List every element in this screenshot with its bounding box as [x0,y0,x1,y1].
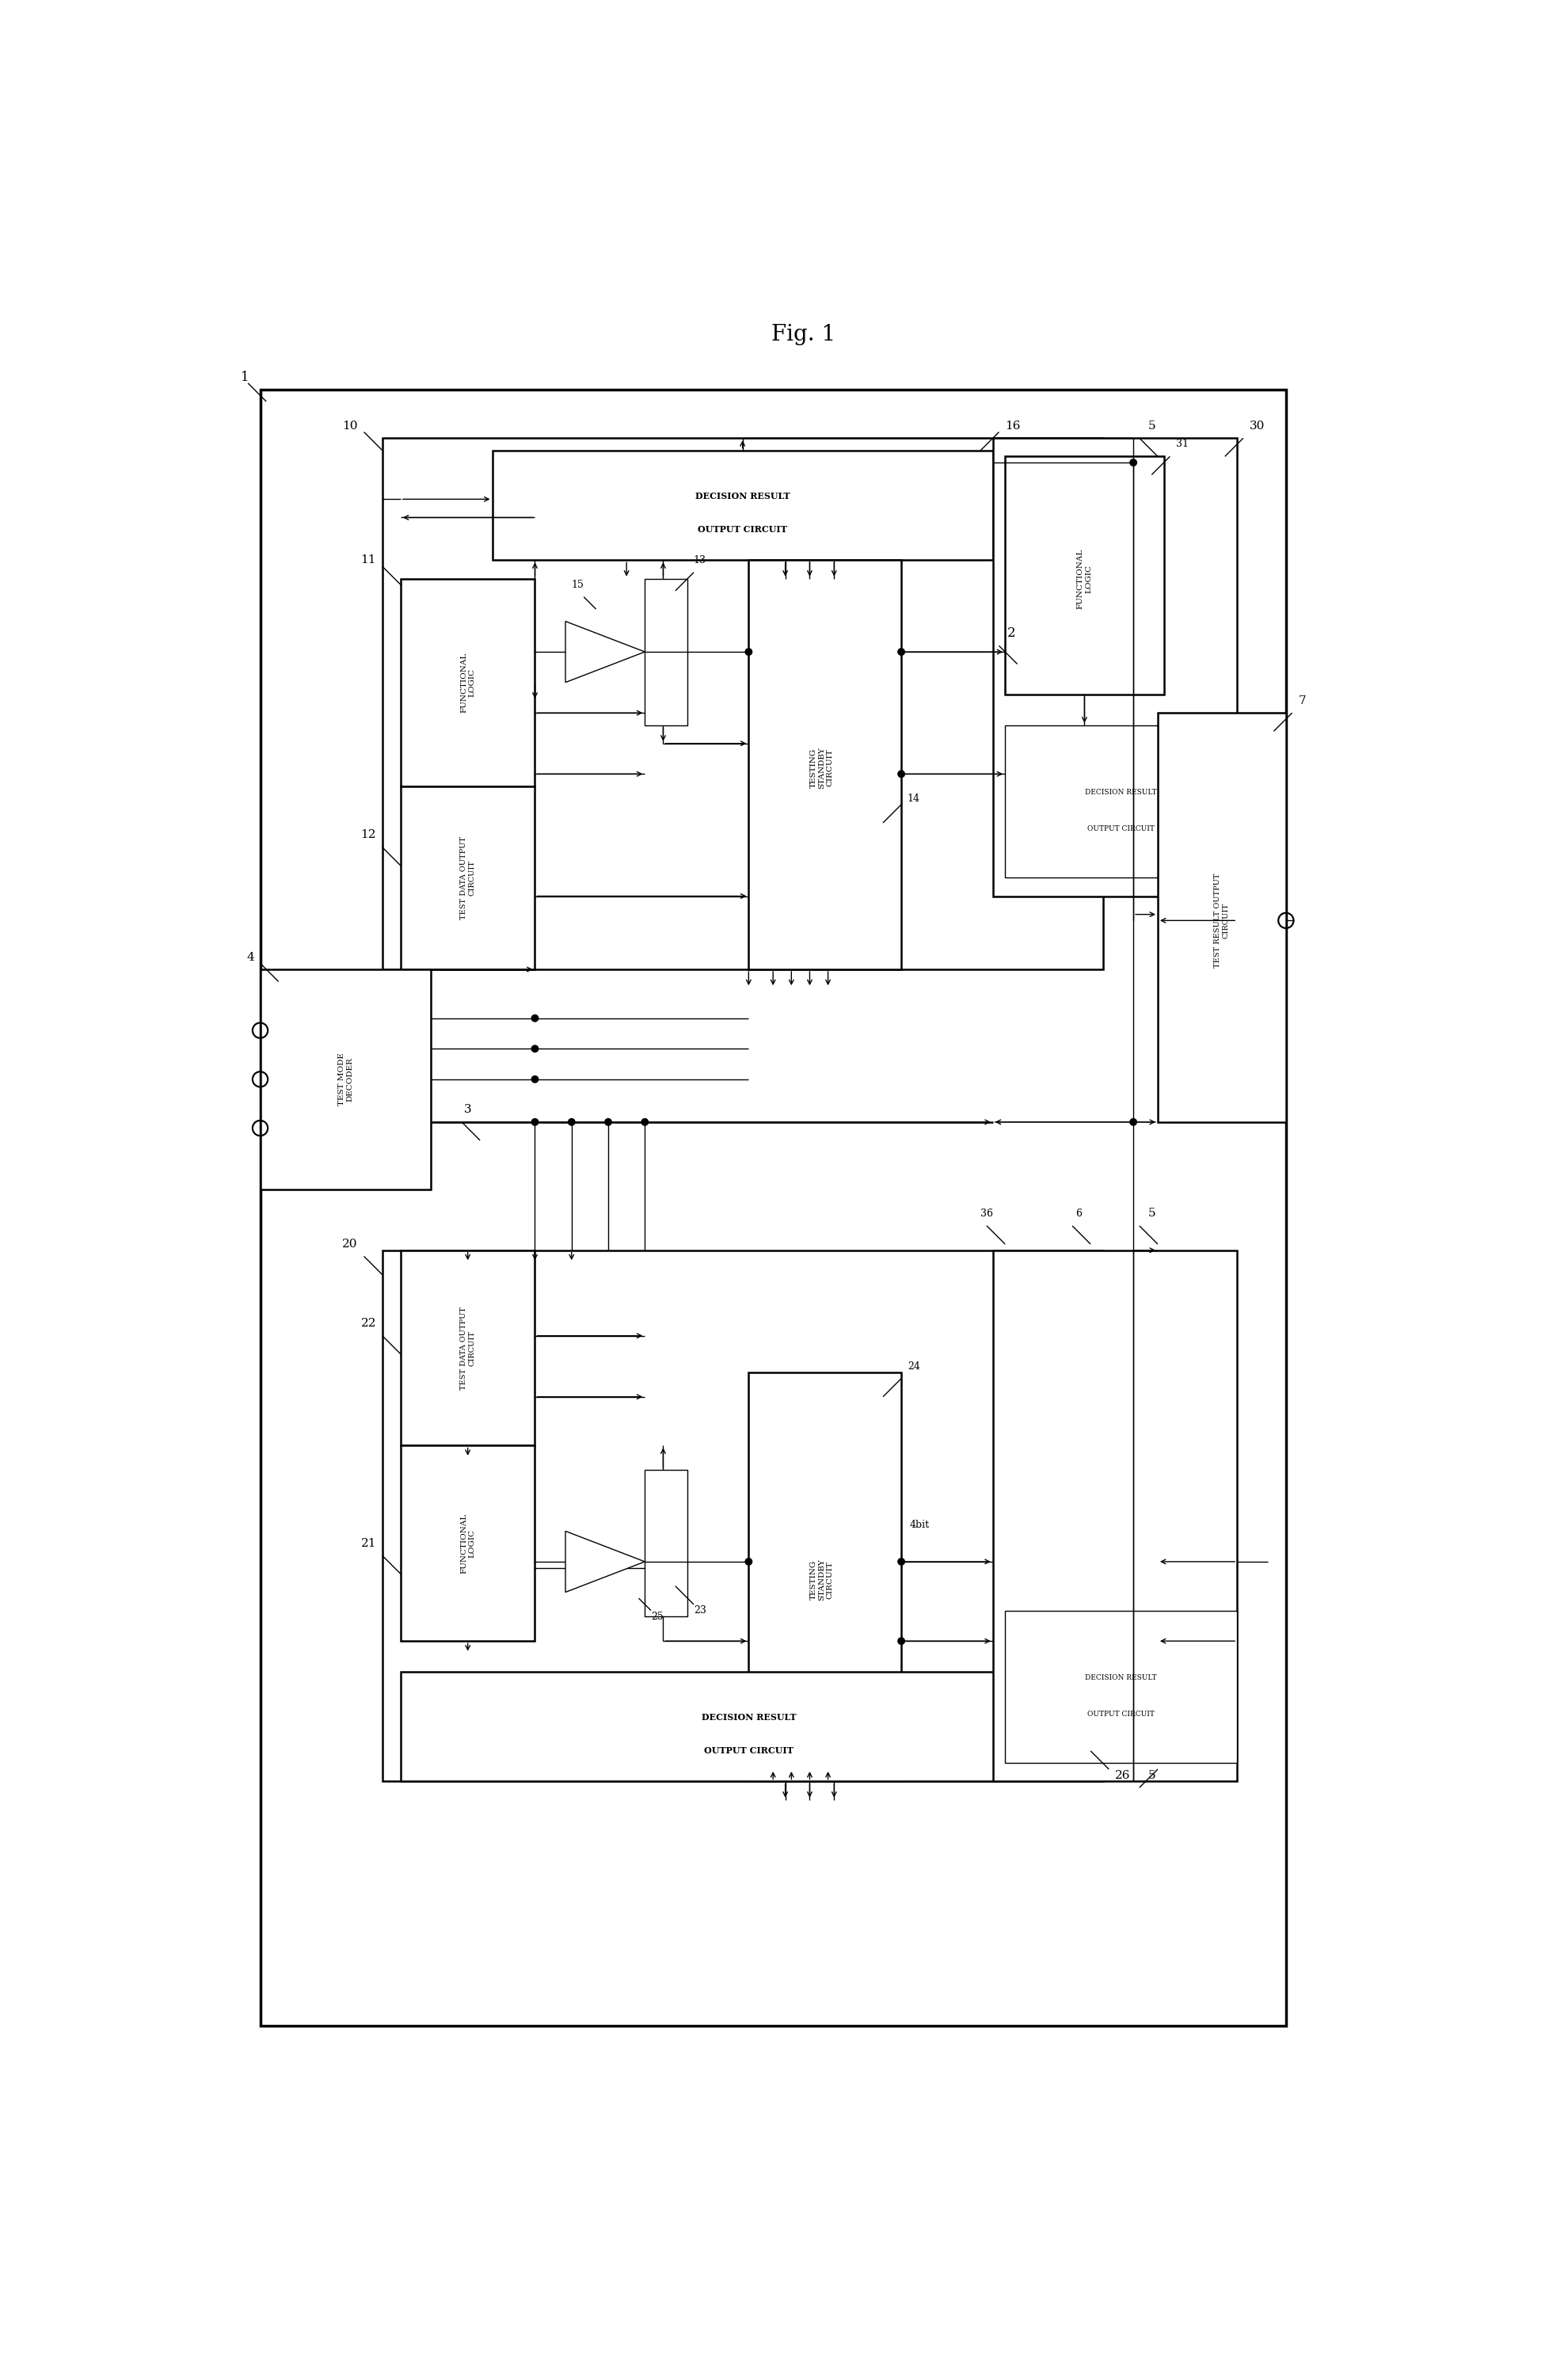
Circle shape [605,1118,612,1125]
Text: OUTPUT CIRCUIT: OUTPUT CIRCUIT [1088,1711,1154,1718]
Circle shape [532,1044,538,1052]
Circle shape [745,649,753,654]
Text: 24: 24 [908,1361,920,1370]
Text: 1: 1 [241,371,249,383]
Text: DECISION RESULT: DECISION RESULT [701,1713,797,1722]
Text: 5: 5 [1148,1770,1156,1782]
Bar [383,1251,1102,1782]
Bar [1005,457,1163,695]
Text: 4bit: 4bit [909,1520,930,1530]
Circle shape [898,1637,905,1644]
Circle shape [898,1558,905,1565]
Text: 25: 25 [651,1611,663,1622]
Text: FUNCTIONAL
LOGIC: FUNCTIONAL LOGIC [459,652,475,714]
Text: 21: 21 [361,1537,376,1549]
Text: 16: 16 [1005,421,1021,431]
Text: TESTING
STANDBY
CIRCUIT: TESTING STANDBY CIRCUIT [811,747,834,790]
Bar [260,390,1286,2027]
Text: 31: 31 [1176,440,1189,450]
Text: 2: 2 [1007,626,1016,640]
Text: OUTPUT CIRCUIT: OUTPUT CIRCUIT [698,526,787,533]
Text: FUNCTIONAL
LOGIC: FUNCTIONAL LOGIC [1077,550,1093,609]
Text: 36: 36 [980,1209,993,1218]
Text: DECISION RESULT: DECISION RESULT [1085,1675,1157,1682]
Bar [993,438,1237,897]
Text: 26: 26 [1115,1770,1131,1782]
Text: 15: 15 [571,580,583,590]
Text: 5: 5 [1148,1209,1156,1218]
Bar [748,559,902,968]
Text: 3: 3 [464,1104,472,1116]
Bar [1005,726,1237,878]
Bar [644,578,688,726]
Bar [400,1446,535,1642]
Bar [400,785,535,968]
Bar [492,450,993,559]
Text: 30: 30 [1250,421,1265,431]
Text: 23: 23 [693,1606,706,1615]
Bar [1005,1611,1237,1763]
Circle shape [532,1075,538,1082]
Polygon shape [566,1532,644,1592]
Bar [260,968,431,1190]
Text: TEST RESULT OUTPUT
CIRCUIT: TEST RESULT OUTPUT CIRCUIT [1214,873,1229,968]
Text: TEST DATA OUTPUT
CIRCUIT: TEST DATA OUTPUT CIRCUIT [459,835,475,918]
Text: 5: 5 [1148,421,1156,431]
Text: DECISION RESULT: DECISION RESULT [1085,790,1157,797]
Bar [748,1373,902,1782]
Polygon shape [566,621,644,683]
Text: 6: 6 [1076,1209,1082,1218]
Circle shape [898,649,905,654]
Bar [400,1251,535,1446]
Circle shape [532,1118,538,1125]
Text: OUTPUT CIRCUIT: OUTPUT CIRCUIT [704,1746,793,1756]
Text: 14: 14 [908,792,920,804]
Circle shape [641,1118,648,1125]
Text: TEST DATA OUTPUT
CIRCUIT: TEST DATA OUTPUT CIRCUIT [459,1306,475,1389]
Text: OUTPUT CIRCUIT: OUTPUT CIRCUIT [1088,826,1154,833]
Circle shape [568,1118,575,1125]
Circle shape [745,1558,753,1565]
Text: 11: 11 [361,554,376,566]
Text: DECISION RESULT: DECISION RESULT [695,492,790,500]
Circle shape [532,1016,538,1021]
Text: TEST MODE
DECODER: TEST MODE DECODER [339,1054,353,1106]
Text: 4: 4 [246,952,254,963]
Bar [400,578,535,785]
Bar [993,1251,1237,1782]
Text: 20: 20 [342,1239,358,1249]
Text: Fig. 1: Fig. 1 [771,324,836,345]
Bar [383,438,1102,968]
Text: 22: 22 [361,1318,376,1330]
Text: 13: 13 [693,554,706,566]
Text: FUNCTIONAL
LOGIC: FUNCTIONAL LOGIC [459,1513,475,1573]
Circle shape [1131,1118,1137,1125]
Text: TESTING
STANDBY
CIRCUIT: TESTING STANDBY CIRCUIT [811,1558,834,1601]
Text: 10: 10 [342,421,358,431]
Bar [644,1470,688,1618]
Bar [400,1672,1102,1782]
Bar [1157,714,1286,1123]
Text: 12: 12 [361,830,376,840]
Circle shape [1131,459,1137,466]
Text: 7: 7 [1298,695,1306,707]
Circle shape [898,771,905,778]
